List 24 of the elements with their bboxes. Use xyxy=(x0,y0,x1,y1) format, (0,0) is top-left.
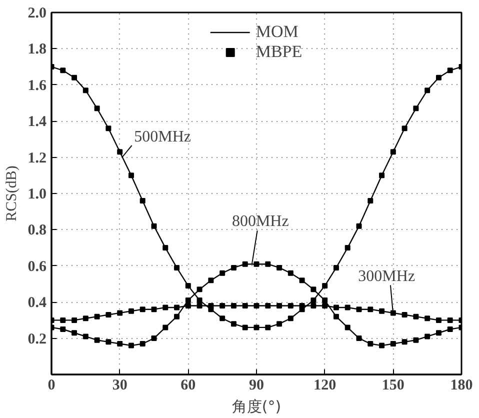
y-tick-label: 1.6 xyxy=(28,78,47,94)
y-axis-title: RCS(dB) xyxy=(4,166,20,222)
y-tick-label: 1.0 xyxy=(28,186,46,202)
annotation: 800MHz xyxy=(232,213,289,230)
y-tick-label: 0.4 xyxy=(28,295,47,312)
y-tick-label: 1.4 xyxy=(28,114,47,130)
y-tick-label: 0.8 xyxy=(28,222,46,239)
x-axis-title: 角度(°) xyxy=(232,398,282,416)
y-tick-label: 2.0 xyxy=(28,6,46,22)
annotation: 300MHz xyxy=(358,268,416,285)
y-tick-label: 1.2 xyxy=(28,150,46,166)
x-tick-label: 90 xyxy=(249,378,264,394)
legend-label: MOM xyxy=(256,22,298,42)
y-tick-label: 0.2 xyxy=(28,331,46,348)
x-tick-label: 60 xyxy=(180,378,196,394)
x-tick-label: 180 xyxy=(450,378,473,394)
x-tick-label: 150 xyxy=(382,378,404,394)
y-tick-label: 0.6 xyxy=(28,258,47,275)
legend-label: MBPE xyxy=(256,42,302,62)
x-tick-label: 120 xyxy=(314,378,336,394)
x-tick-label: 0 xyxy=(48,378,56,394)
annotation: 500MHz xyxy=(134,128,191,146)
x-tick-label: 30 xyxy=(112,378,128,394)
y-tick-label: 1.8 xyxy=(28,42,46,58)
